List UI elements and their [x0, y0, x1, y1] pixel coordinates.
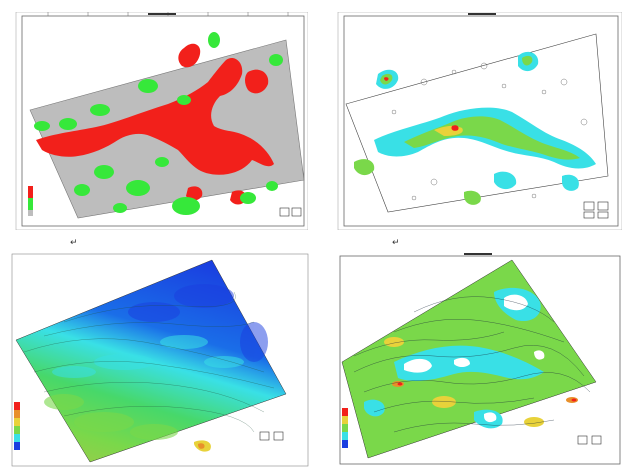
map-panel-top-left: [8, 12, 308, 230]
contour-fill: [354, 51, 596, 205]
map-panel-bottom-left: [4, 252, 310, 468]
north-arrow-icon: [577, 435, 602, 445]
map-panel-top-right: [334, 12, 622, 230]
north-arrow-icon: [259, 431, 284, 441]
paragraph-mark-left: ↵: [70, 238, 78, 248]
legend-bar-icon: [28, 186, 33, 216]
legend-bar-icon: [342, 408, 348, 448]
map-panel-bottom-right: [334, 252, 624, 468]
north-arrow-icon: [583, 201, 609, 219]
paragraph-mark-right: ↵: [392, 238, 400, 248]
north-arrow-icon: [279, 207, 302, 217]
legend-bar-icon: [14, 402, 20, 450]
red-zone: [36, 57, 274, 175]
survey-outline: [345, 33, 609, 213]
